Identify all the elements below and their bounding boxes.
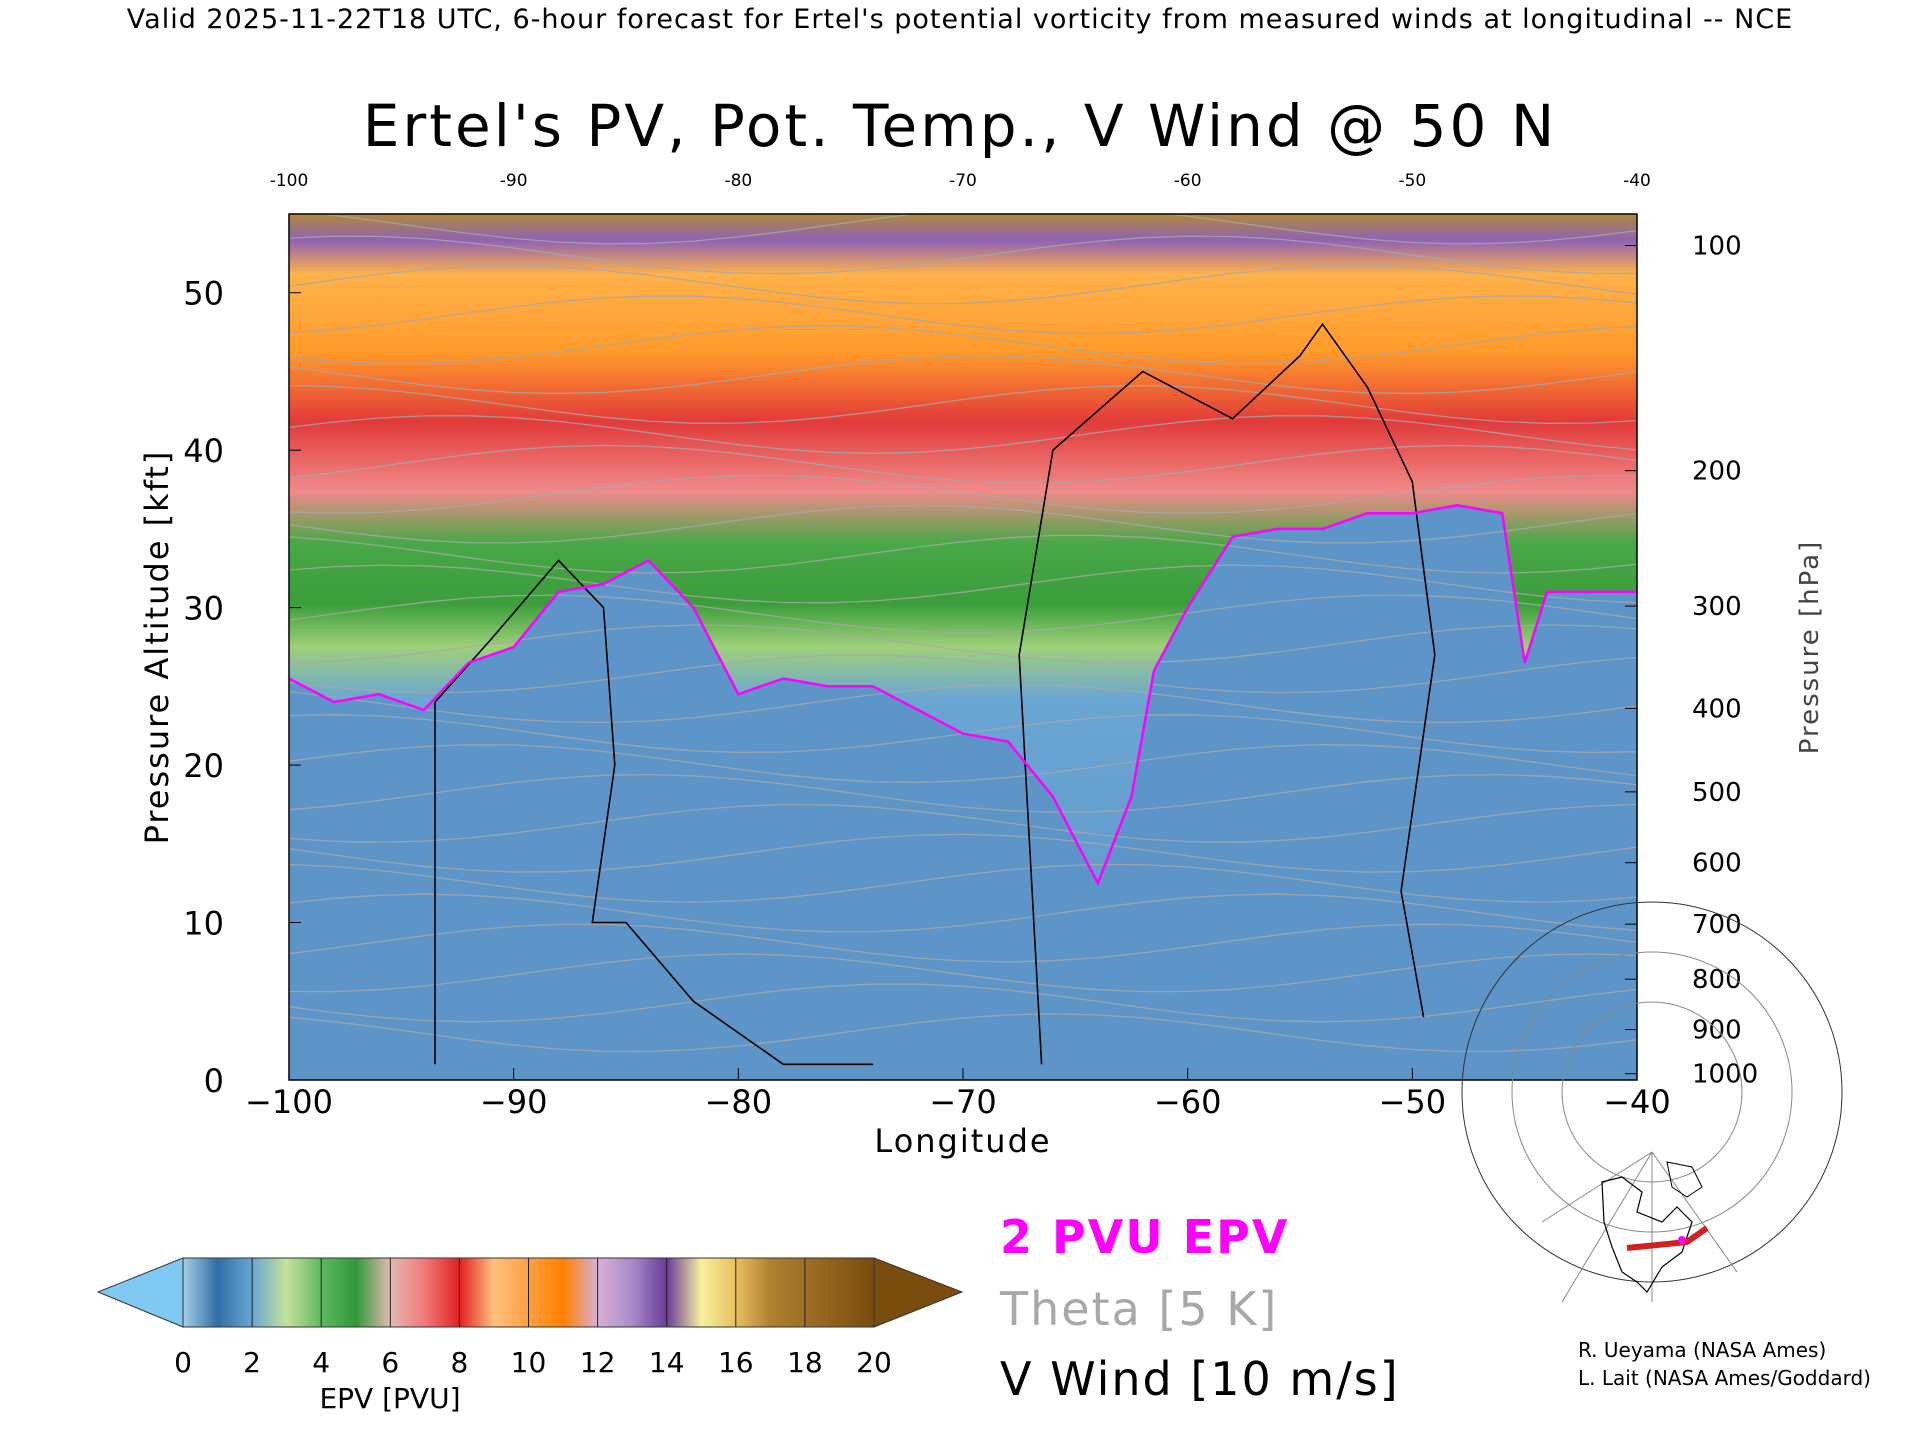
- theta-contour-line: [289, 594, 1637, 634]
- y-tick-label: 30: [183, 590, 224, 628]
- theta-contour-line: [289, 265, 1637, 305]
- theta-contour-line: [289, 684, 1637, 724]
- colorbar-label: EPV [PVU]: [319, 1382, 461, 1415]
- theta-contour-line: [289, 235, 1637, 275]
- y-tick-label: 40: [183, 432, 224, 470]
- theta-contour-line: [289, 325, 1637, 365]
- legend-v-wind: V Wind [10 m/s]: [1000, 1352, 1400, 1406]
- x-top-tick-label: -50: [1398, 171, 1426, 191]
- two-pvu-contour-line: [289, 504, 1637, 887]
- pressure-tick-label: 700: [1692, 910, 1742, 940]
- x-axis-label: Longitude: [874, 1122, 1051, 1160]
- legend-theta: Theta [5 K]: [1000, 1282, 1279, 1336]
- pressure-tick-label: 400: [1692, 694, 1742, 724]
- x-tick-label: −60: [1154, 1083, 1222, 1121]
- pressure-tick-label: 800: [1692, 965, 1742, 995]
- x-tick-label: −90: [480, 1083, 548, 1121]
- x-tick-label: −70: [929, 1083, 997, 1121]
- y-tick-label: 20: [183, 747, 224, 785]
- colorbar-tick-label: 14: [649, 1346, 685, 1379]
- x-tick-label: −80: [705, 1083, 773, 1121]
- credit-line-1: R. Ueyama (NASA Ames): [1578, 1338, 1827, 1362]
- credit-line-2: L. Lait (NASA Ames/Goddard): [1578, 1366, 1871, 1390]
- colorbar-tick-label: 16: [718, 1346, 754, 1379]
- x-tick-label: −100: [245, 1083, 333, 1121]
- theta-contour-line: [289, 773, 1637, 813]
- theta-contour-line: [289, 295, 1637, 335]
- colorbar-tick-label: 6: [381, 1346, 399, 1379]
- pressure-tick-label: 500: [1692, 778, 1742, 808]
- colorbar-tick-label: 0: [174, 1346, 192, 1379]
- theta-contour-line: [289, 1013, 1637, 1053]
- colorbar: 0 2 4 6 8 10 12 14 16 18 20: [96, 1257, 964, 1379]
- y-axis-label-left: Pressure Altitude [kft]: [138, 450, 176, 845]
- pressure-tick-label: 900: [1692, 1016, 1742, 1046]
- two-pvu-line: [289, 504, 1637, 887]
- theta-contour-line: [289, 803, 1637, 843]
- y-axis-label-right: Pressure [hPa]: [1795, 540, 1825, 755]
- v-wind-contour-line: [1018, 322, 1436, 1065]
- theta-contour-line: [289, 504, 1637, 544]
- colorbar-high-extension: [873, 1257, 964, 1328]
- x-top-tick-label: -60: [1174, 171, 1202, 191]
- x-top-tick-label: -40: [1623, 171, 1651, 191]
- theta-contour-line: [289, 893, 1637, 933]
- theta-contour-line: [289, 863, 1637, 903]
- colorbar-tick-label: 4: [312, 1346, 330, 1379]
- colorbar-low-extension: [96, 1257, 184, 1328]
- theta-contour-line: [289, 744, 1637, 784]
- theta-contour-line: [289, 534, 1637, 574]
- colorbar-tick-label: 2: [243, 1346, 261, 1379]
- x-top-tick-label: -70: [949, 171, 977, 191]
- theta-contour-line: [289, 624, 1637, 664]
- theta-contour-line: [289, 444, 1637, 484]
- theta-contour-line: [289, 355, 1637, 395]
- y-tick-label: 0: [204, 1062, 224, 1100]
- theta-contour-line: [289, 384, 1637, 424]
- valid-time-header: Valid 2025-11-22T18 UTC, 6-hour forecast…: [126, 4, 1794, 35]
- theta-contour-line: [289, 415, 1637, 454]
- theta-contour-line: [289, 983, 1637, 1023]
- colorbar-tick-label: 20: [856, 1346, 892, 1379]
- theta-contour-line: [289, 953, 1637, 993]
- axes: −100 -100 −90 -90 −80 -80 −70 -70 −60 -60 −50 -50 −4…: [183, 171, 1758, 1121]
- pressure-tick-label: 100: [1692, 231, 1742, 261]
- y-tick-label: 10: [183, 905, 224, 943]
- x-tick-label: −40: [1603, 1083, 1671, 1121]
- pressure-tick-label: 300: [1692, 592, 1742, 622]
- theta-contour-line: [289, 564, 1637, 604]
- theta-contour-line: [289, 923, 1637, 963]
- pressure-tick-label: 1000: [1692, 1060, 1758, 1090]
- theta-contour-line: [315, 214, 1637, 245]
- colorbar-tick-label: 10: [511, 1346, 547, 1379]
- theta-contour-line: [289, 654, 1637, 694]
- colorbar-tick-label: 8: [450, 1346, 468, 1379]
- colorbar-tick-label: 12: [580, 1346, 616, 1379]
- legend-epv: 2 PVU EPV: [1000, 1210, 1290, 1264]
- theta-contour-line: [289, 833, 1637, 873]
- x-top-tick-label: -80: [724, 171, 752, 191]
- theta-contour-line: [289, 474, 1637, 514]
- theta-contours: [289, 214, 1637, 1053]
- pressure-tick-label: 200: [1692, 457, 1742, 487]
- inset-map: [1461, 901, 1843, 1303]
- y-tick-label: 50: [183, 275, 224, 313]
- x-top-tick-label: -90: [500, 171, 528, 191]
- chart-title: Ertel's PV, Pot. Temp., V Wind @ 50 N: [362, 92, 1558, 160]
- x-tick-label: −50: [1379, 1083, 1447, 1121]
- pressure-tick-label: 600: [1692, 849, 1742, 879]
- x-top-tick-label: -100: [270, 171, 309, 191]
- colorbar-tick-label: 18: [787, 1346, 823, 1379]
